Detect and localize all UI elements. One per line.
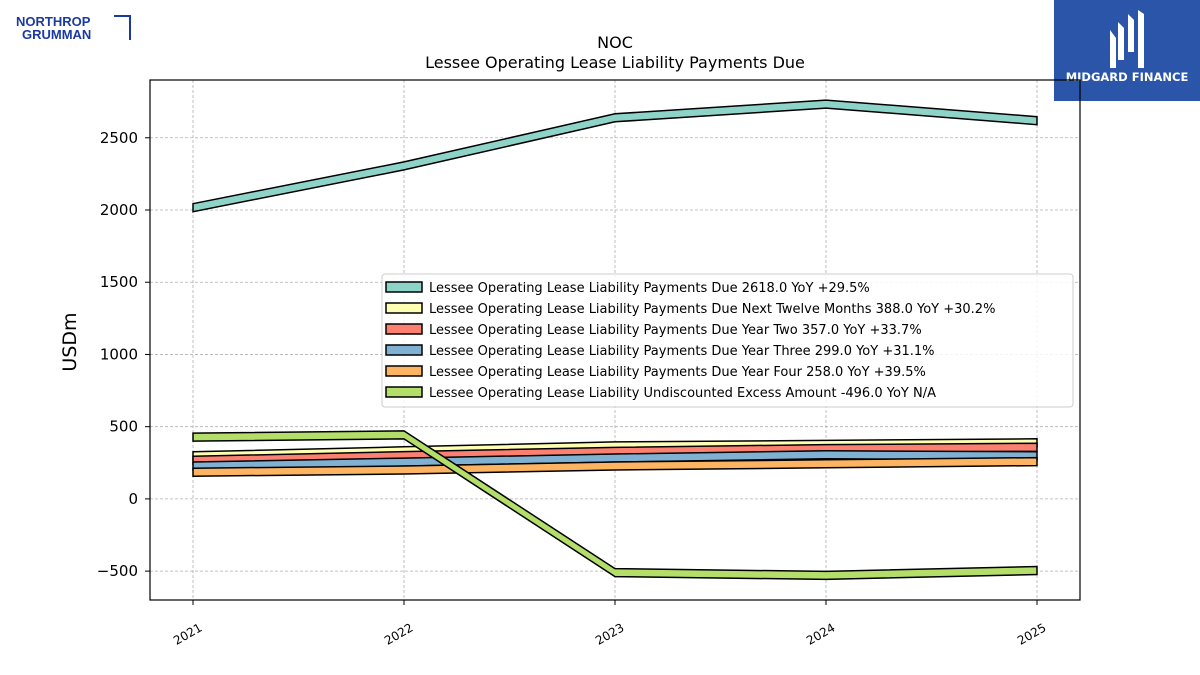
logo-line2: GRUMMAN (22, 27, 91, 42)
x-tick-label: 2022 (382, 620, 415, 647)
legend-label-4: Lessee Operating Lease Liability Payment… (429, 365, 926, 380)
x-tick-label: 2025 (1015, 620, 1048, 647)
y-tick-label: 2000 (100, 201, 138, 219)
midgard-finance-logo: MIDGARD FINANCE (1054, 0, 1200, 101)
chart-subtitle: Lessee Operating Lease Liability Payment… (425, 53, 805, 72)
logo-line1: NORTHROP (16, 14, 91, 29)
legend-swatch-5 (385, 386, 423, 398)
legend-label-5: Lessee Operating Lease Liability Undisco… (429, 386, 936, 401)
series-band-0 (192, 99, 1038, 213)
logo-text: MIDGARD FINANCE (1066, 70, 1189, 84)
legend-swatch-0 (385, 281, 423, 293)
y-tick-label: 500 (109, 418, 138, 436)
x-tick-label: 2021 (171, 620, 204, 647)
legend-label-2: Lessee Operating Lease Liability Payment… (429, 323, 922, 338)
legend-label-1: Lessee Operating Lease Liability Payment… (429, 302, 995, 317)
y-tick-label: −500 (97, 562, 138, 580)
northrop-grumman-logo: NORTHROP GRUMMAN (16, 14, 131, 42)
legend-swatch-4 (385, 365, 423, 377)
legend-label-0: Lessee Operating Lease Liability Payment… (429, 281, 870, 296)
series-band-5 (192, 430, 1038, 581)
legend-swatch-1 (385, 302, 423, 314)
x-tick-label: 2024 (804, 620, 837, 647)
y-tick-label: 2500 (100, 129, 138, 147)
legend: Lessee Operating Lease Liability Payment… (381, 273, 1074, 408)
series-group (192, 99, 1038, 581)
chart-title: NOC (597, 33, 633, 52)
legend-swatch-3 (385, 344, 423, 356)
x-tick-label: 2023 (593, 620, 626, 647)
legend-box (381, 273, 1074, 408)
y-tick-label: 0 (128, 490, 138, 508)
legend-swatch-2 (385, 323, 423, 335)
series-band-4 (192, 456, 1038, 477)
y-tick-label: 1000 (100, 345, 138, 363)
y-tick-label: 1500 (100, 273, 138, 291)
y-axis-label: USDm (59, 312, 81, 371)
legend-label-3: Lessee Operating Lease Liability Payment… (429, 344, 935, 359)
